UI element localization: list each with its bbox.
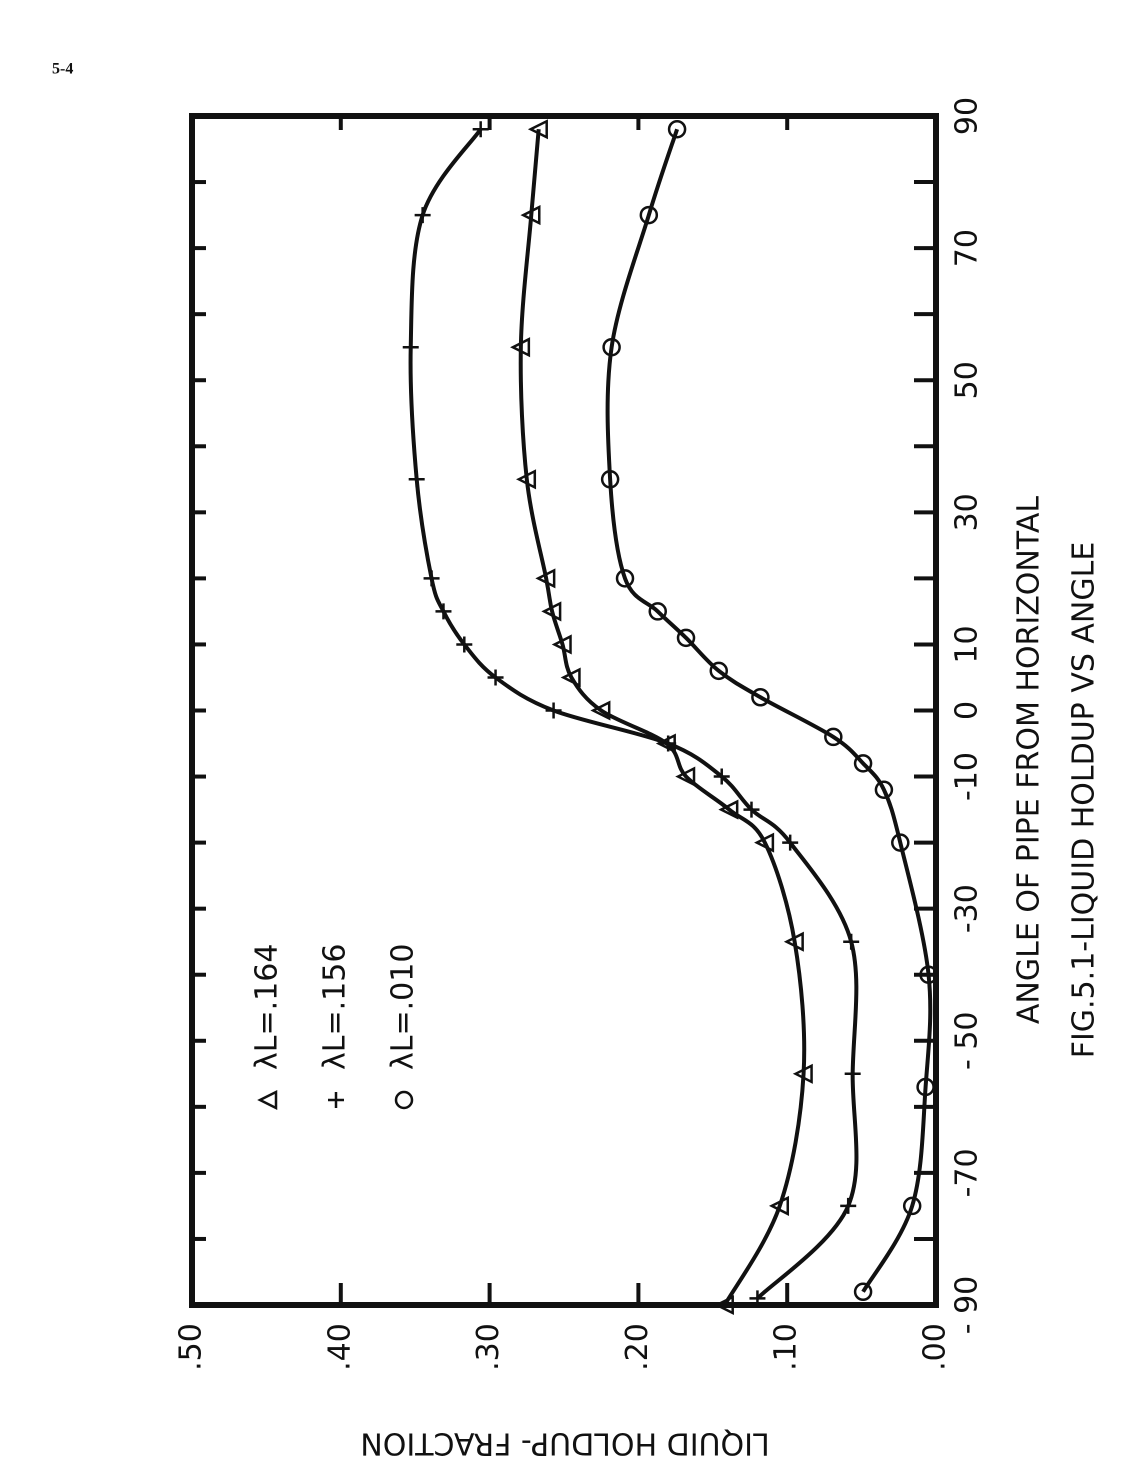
point	[840, 1197, 857, 1214]
point	[423, 570, 440, 587]
point	[456, 636, 473, 653]
x-tick-label: 10	[950, 625, 985, 663]
point	[768, 1195, 790, 1216]
point	[660, 735, 677, 752]
point	[749, 1290, 766, 1307]
fit-curve	[605, 128, 933, 1293]
point	[782, 834, 799, 851]
point	[783, 931, 804, 952]
point	[675, 766, 696, 787]
point	[520, 205, 541, 226]
point	[754, 832, 775, 853]
point	[718, 799, 739, 820]
x-tick-label: - 50	[950, 1012, 985, 1071]
fit-curve	[408, 128, 859, 1300]
legend-label: λL=.010	[386, 944, 421, 1070]
legend-label: λL=.156	[318, 944, 353, 1070]
point	[902, 1196, 922, 1216]
point	[545, 702, 562, 719]
point	[510, 337, 531, 358]
point	[676, 628, 696, 648]
legend-marker	[394, 1090, 414, 1110]
point	[600, 470, 620, 489]
x-axis-label: ANGLE OF PIPE FROM HORIZONTAL	[1012, 496, 1047, 1024]
page-number: 5-4	[52, 61, 73, 78]
x-tick-label: -10	[950, 752, 985, 801]
x-tick-label: - 90	[950, 1276, 985, 1335]
x-tick-label: -30	[950, 884, 985, 933]
point	[713, 1294, 734, 1316]
y-tick-label: .50	[174, 1323, 209, 1371]
point	[560, 667, 581, 688]
point	[639, 205, 659, 225]
point	[527, 119, 548, 140]
point	[853, 1282, 873, 1302]
point	[590, 700, 611, 721]
point	[919, 965, 938, 984]
point	[843, 933, 860, 950]
x-tick-label: 90	[950, 97, 985, 135]
point	[435, 603, 452, 620]
caption: FIG.5.1-LIQUID HOLDUP VS ANGLE	[1067, 542, 1102, 1059]
point	[844, 1065, 861, 1082]
point	[615, 569, 635, 588]
point	[551, 634, 572, 655]
point	[713, 768, 730, 785]
point	[916, 1077, 935, 1097]
point	[648, 602, 667, 621]
point	[874, 780, 894, 800]
y-tick-label: .30	[471, 1323, 506, 1371]
legend-label: λL=.164	[250, 944, 285, 1070]
y-tick-label: .40	[322, 1323, 357, 1371]
point	[751, 688, 770, 707]
point	[667, 119, 687, 139]
point	[709, 661, 729, 681]
point	[487, 669, 504, 686]
point	[516, 469, 537, 490]
point	[402, 339, 419, 356]
x-tick-label: 30	[950, 493, 985, 531]
x-tick-label: 50	[950, 361, 985, 399]
fit-curve	[518, 129, 807, 1306]
point	[414, 207, 431, 224]
y-tick-label: .00	[918, 1323, 953, 1371]
point	[891, 833, 910, 852]
point	[541, 601, 562, 622]
point	[472, 121, 489, 138]
point	[602, 337, 621, 357]
point	[743, 801, 760, 818]
point	[824, 727, 843, 747]
y-axis-label: LIQUID HOLDUP- FRACTION	[360, 1426, 769, 1461]
x-tick-label: 70	[950, 229, 985, 267]
legend-marker	[257, 1089, 278, 1111]
y-tick-label: .10	[769, 1323, 804, 1371]
legend-marker	[328, 1092, 344, 1108]
point	[792, 1063, 813, 1084]
point	[408, 471, 425, 488]
y-tick-label: .20	[620, 1323, 655, 1371]
point	[535, 568, 556, 589]
plot-frame	[189, 113, 939, 1308]
x-tick-label: -70	[950, 1148, 985, 1197]
x-tick-label: 0	[950, 701, 985, 720]
point	[853, 754, 873, 773]
